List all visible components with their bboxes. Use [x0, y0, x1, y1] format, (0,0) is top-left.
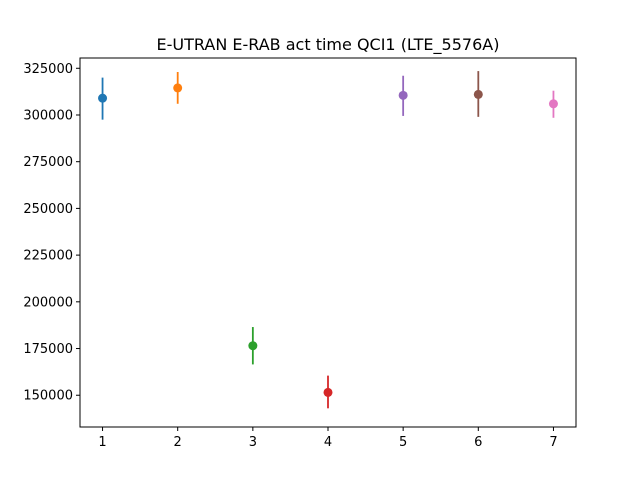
x-tick-label: 5 — [399, 435, 407, 450]
y-tick-label: 325000 — [23, 62, 73, 77]
data-point — [323, 387, 333, 397]
y-tick-label: 175000 — [23, 342, 73, 357]
x-tick-label: 7 — [549, 435, 557, 450]
data-point — [98, 93, 108, 103]
x-tick-label: 2 — [174, 435, 182, 450]
x-tick-label: 4 — [324, 435, 332, 450]
data-point — [548, 99, 558, 109]
y-tick-label: 275000 — [23, 155, 73, 170]
y-tick-label: 150000 — [23, 389, 73, 404]
y-tick-label: 200000 — [23, 295, 73, 310]
y-tick-label: 250000 — [23, 202, 73, 217]
data-point — [173, 83, 183, 93]
chart-title: E-UTRAN E-RAB act time QCI1 (LTE_5576A) — [157, 35, 500, 55]
axes-frame — [79, 57, 577, 428]
data-point — [398, 90, 408, 100]
data-point — [248, 341, 258, 351]
y-tick-label: 225000 — [23, 249, 73, 264]
y-tick-label: 300000 — [23, 108, 73, 123]
x-tick-label: 6 — [474, 435, 482, 450]
plot-area: 1 2 3 4 5 6 7 150000 175000 200000 225000 250000 275… — [23, 62, 558, 450]
x-tick-label: 1 — [98, 435, 106, 450]
data-point — [473, 89, 483, 99]
x-tick-label: 3 — [249, 435, 257, 450]
